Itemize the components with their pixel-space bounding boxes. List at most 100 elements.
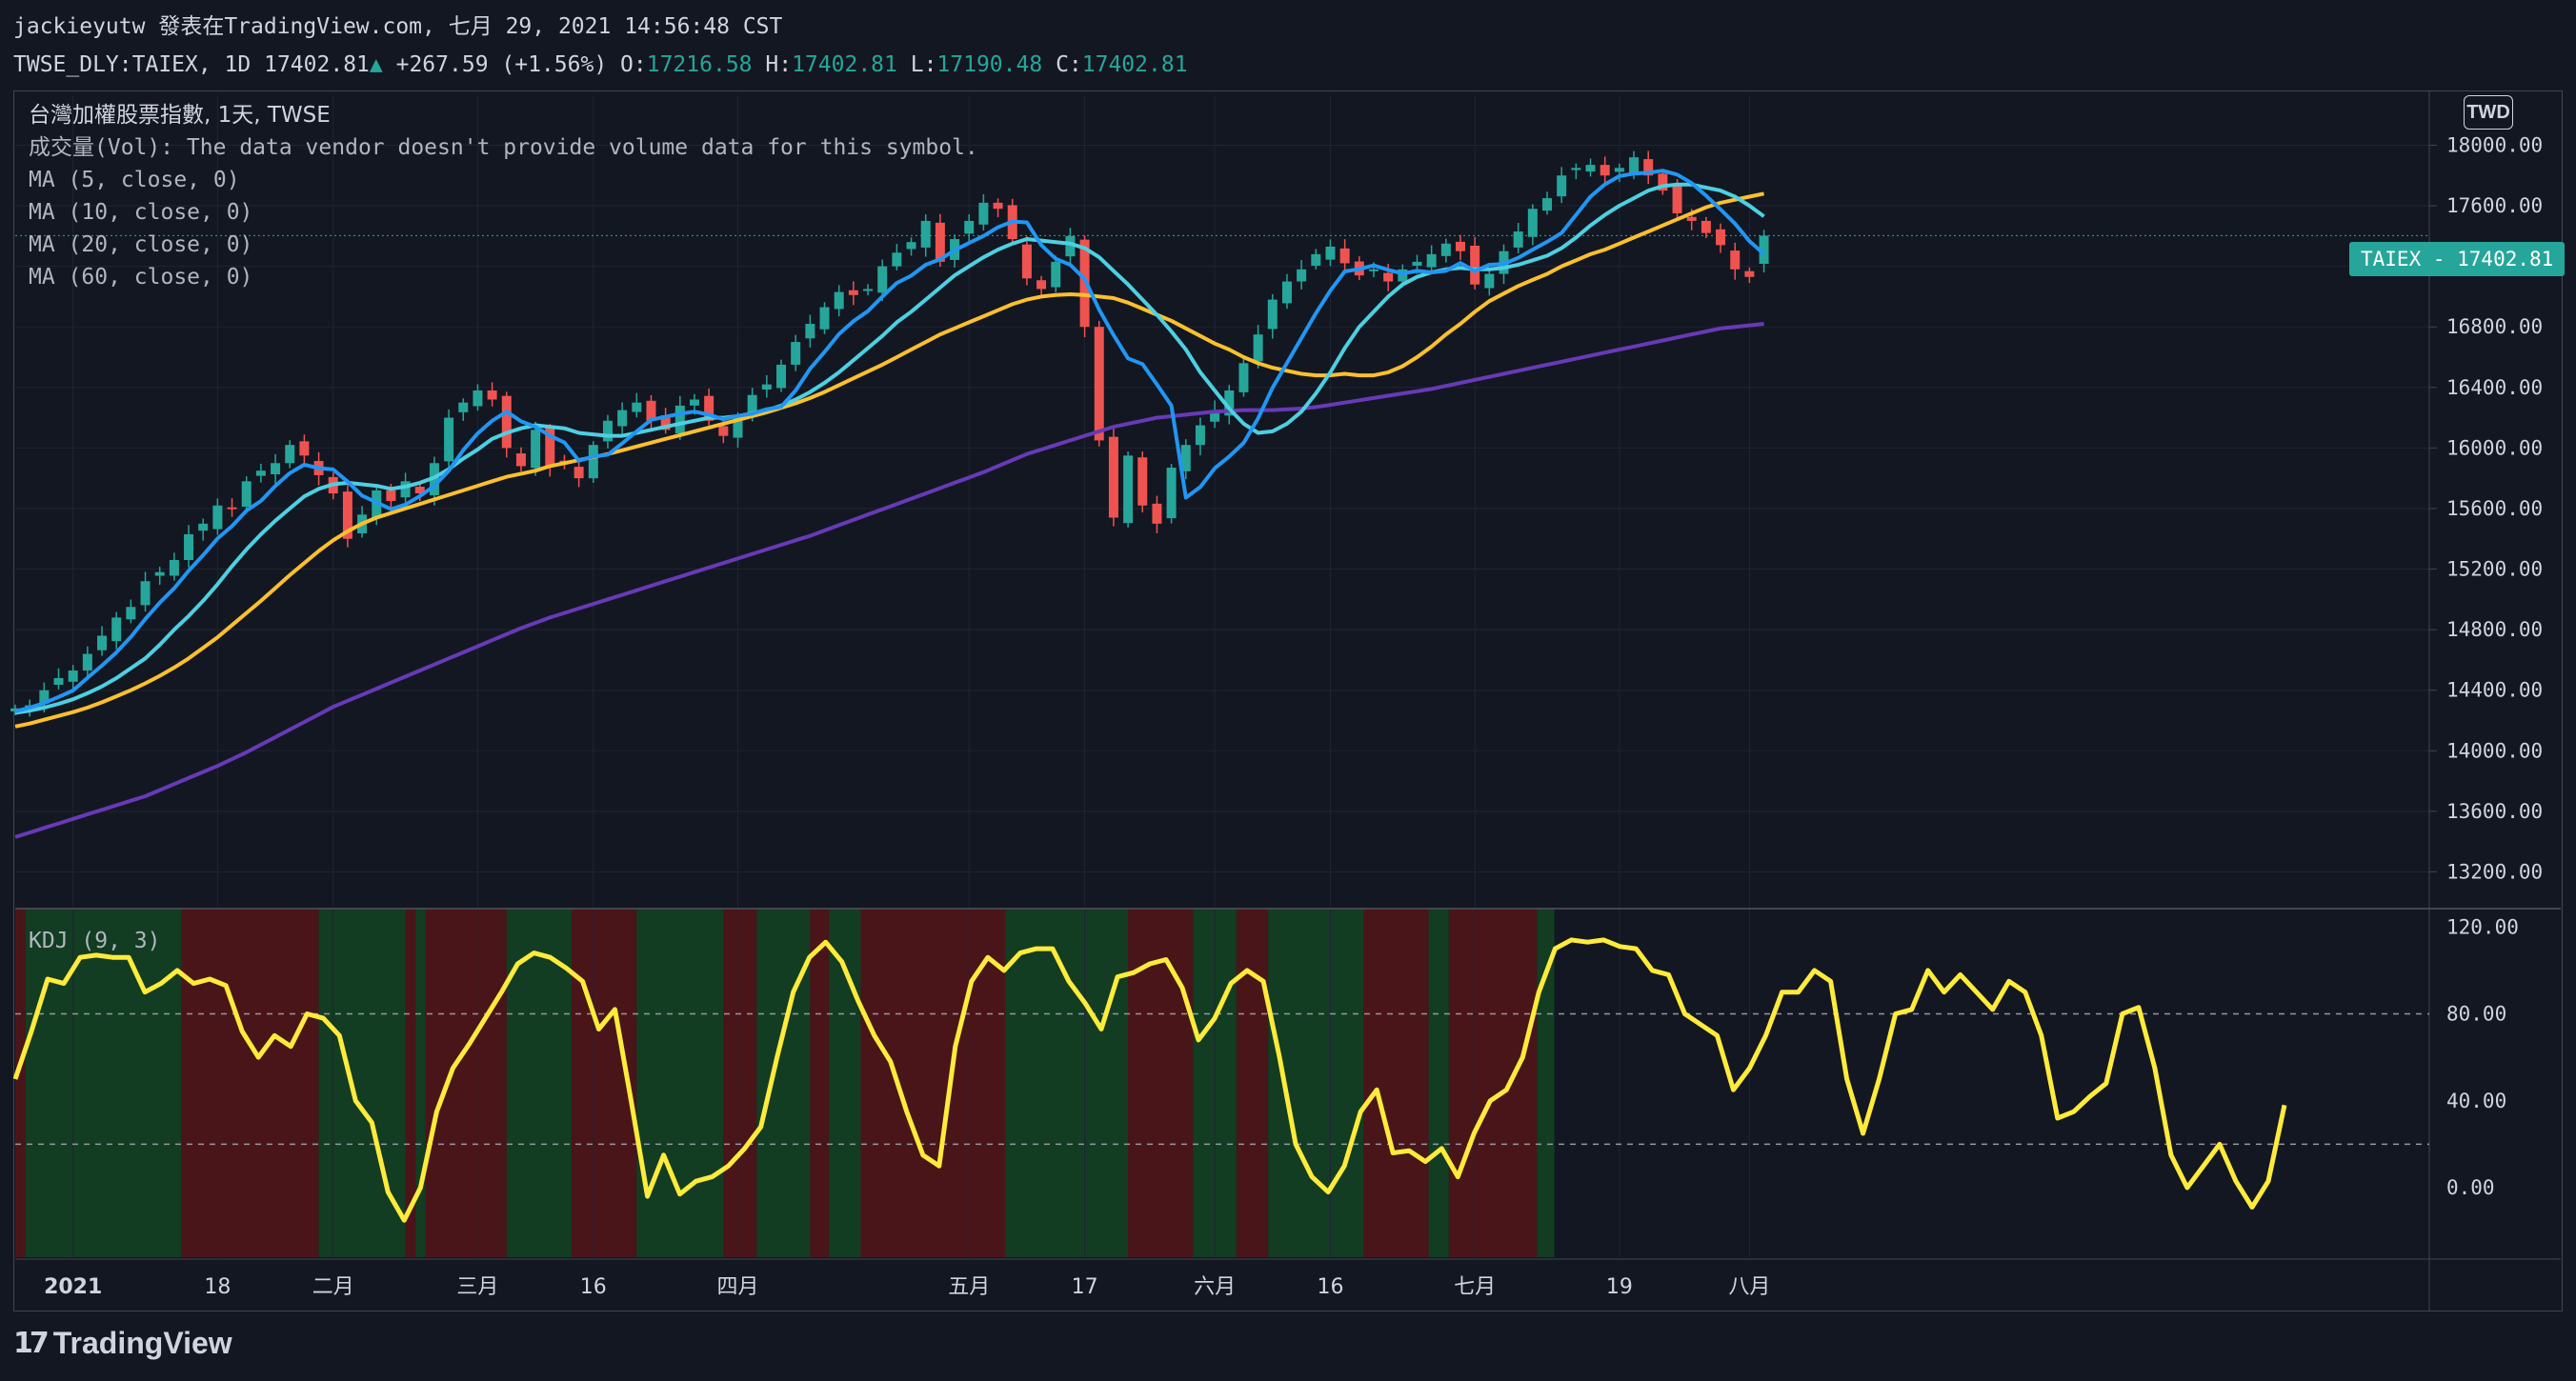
candle-body [704,395,714,421]
chart-frame[interactable] [13,90,2563,1311]
candle-body [1281,281,1292,304]
low-value: 17190.48 [936,52,1043,77]
volume-legend: 成交量(Vol): The data vendor doesn't provid… [29,135,978,160]
candle-body [1527,209,1538,237]
candle-body [733,417,743,438]
kdj-legend[interactable]: KDJ (9, 3) [29,929,161,953]
candle-body [1137,457,1148,506]
candle-body [1210,410,1220,422]
candle-body [978,202,989,225]
candle-body [848,290,858,295]
kdj-zone-bear [1363,910,1429,1257]
candle-body [1325,246,1336,260]
ma5-legend[interactable]: MA (5, close, 0) [29,168,240,192]
candle-body [39,690,50,704]
time-tick-label: 二月 [312,1275,354,1299]
currency-badge[interactable]: TWD [2464,95,2513,130]
candle-body [1195,425,1205,446]
candle-body [1513,231,1523,248]
candle-body [111,617,122,642]
candle-body [718,426,729,436]
candle-body [632,402,642,412]
candle-body [82,653,92,671]
open-value: 17216.58 [646,52,753,77]
price-tick-label: 13200.00 [2446,860,2543,883]
candle-body [834,291,844,310]
open-label: O: [620,52,647,77]
candle-body [515,453,526,467]
tradingview-logo-icon: 𝟭𝟳 [13,1328,50,1359]
kdj-zone-bull [506,910,573,1257]
high-value: 17402.81 [792,52,897,77]
kdj-tick-label: 120.00 [2446,915,2519,938]
candle-body [444,417,454,462]
time-tick-label: 2021 [44,1275,102,1299]
last-price-tag: TAIEX - 17402.81 [2349,242,2566,276]
ma60-legend[interactable]: MA (60, close, 0) [29,265,253,290]
candle-body [1180,445,1191,471]
tradingview-logo[interactable]: 𝟭𝟳 TradingView [13,1326,232,1361]
kdj-zone-bull [756,910,811,1257]
price-tick-label: 16800.00 [2446,315,2543,338]
price-change: +267.59 (+1.56%) [395,52,608,77]
candle-body [126,607,136,620]
ma10-legend[interactable]: MA (10, close, 0) [29,200,253,225]
candle-body [545,428,555,467]
close-value: 17402.81 [1081,52,1188,77]
candle-body [68,670,78,682]
candle-body [386,490,396,501]
candle-body [1730,250,1741,270]
kdj-zone-bull [829,910,861,1257]
candle-body [1440,243,1451,256]
kdj-line [12,937,2287,1223]
time-tick-label: 19 [1606,1275,1633,1299]
candle-body [1166,468,1177,519]
kdj-tick-label: 0.00 [2446,1176,2495,1199]
candle-body [877,266,888,293]
candle-body [212,505,223,530]
candle-body [1658,173,1668,191]
kdj-zone-bear [1236,910,1269,1257]
candle-body [660,415,671,430]
price-tick-label: 16000.00 [2446,436,2543,459]
candle-body [1311,253,1321,266]
candle-body [646,400,656,421]
candle-body [1267,299,1278,330]
candle-body [747,394,757,416]
candle-body [501,395,512,449]
candle-body [1426,253,1437,268]
time-tick-label: 七月 [1454,1275,1496,1299]
candle-body [1152,503,1162,524]
candle-body [140,581,151,606]
candle-body [198,523,209,531]
candle-body [473,390,483,407]
candle-body [674,405,685,434]
candle-body [271,463,281,475]
candle-body [1571,168,1581,170]
symbol-label: TWSE_DLY:TAIEX, 1D [13,52,252,77]
low-label: L: [910,52,937,77]
kdj-tick-label: 80.00 [2446,1003,2506,1026]
candle-body [1412,261,1422,266]
price-tick-label: 14400.00 [2446,679,2543,702]
up-arrow-icon: ▲ [369,52,383,77]
candle-body [1108,436,1118,518]
candle-body [1253,334,1263,362]
candle-body [241,481,252,508]
candle-body [1238,363,1249,392]
time-tick-label: 八月 [1728,1275,1770,1299]
candle-body [458,402,469,412]
candle-body [1484,273,1495,289]
candle-body [1021,244,1032,279]
time-tick-label: 五月 [948,1275,990,1299]
price-tick-label: 14800.00 [2446,618,2543,641]
ma20-legend[interactable]: MA (20, close, 0) [29,232,253,257]
candle-body [97,635,108,650]
candle-body [1716,229,1726,246]
candle-body [227,507,237,510]
kdj-zone-bull [25,910,182,1257]
time-tick-label: 16 [1317,1275,1343,1299]
candle-body [487,390,497,400]
ma20-line [14,191,1765,729]
